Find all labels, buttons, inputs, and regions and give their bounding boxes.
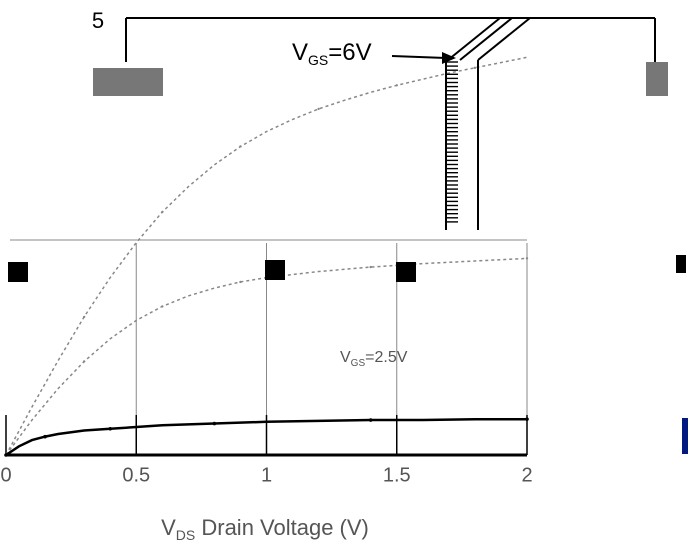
x-axis-title: VDS Drain Voltage (V) <box>161 515 369 543</box>
annotation-sub: GS <box>351 358 366 369</box>
series-point <box>82 360 86 363</box>
series-layer <box>4 17 531 457</box>
marker-block <box>396 262 416 282</box>
series-point <box>525 417 529 421</box>
series-point <box>239 280 242 284</box>
series-point <box>43 434 47 439</box>
series-point <box>212 421 217 426</box>
series-point <box>82 315 86 319</box>
legend-block-right <box>646 62 668 96</box>
series-line <box>5 417 527 457</box>
series-point <box>161 305 164 308</box>
series-point <box>161 210 164 214</box>
marker-block <box>265 260 285 280</box>
series-point <box>108 426 112 431</box>
trace-diagonal <box>459 17 513 61</box>
annotation-main: V <box>340 349 351 366</box>
annotation-arrowhead <box>442 52 456 64</box>
series-point <box>369 265 372 269</box>
marker-block <box>682 418 688 454</box>
annotation-sub: GS <box>308 52 328 68</box>
trace-diagonal <box>477 17 531 61</box>
series-point <box>473 66 477 70</box>
y-tick-label: 5 <box>92 8 104 33</box>
series-line <box>5 56 528 456</box>
x-tick-label: 2 <box>521 465 532 487</box>
x-tick-label: 1.5 <box>383 465 411 487</box>
annotation-vgs-6v: VGS=6V <box>292 39 372 68</box>
annotation-main: V <box>292 39 308 66</box>
series-point <box>317 107 320 111</box>
trace-diagonal <box>447 17 501 61</box>
series-point <box>395 84 398 87</box>
marker-block <box>8 262 28 282</box>
annotation-rest: =2.5V <box>365 349 408 366</box>
legend-block-left <box>93 68 163 96</box>
x-tick-label: 0 <box>0 465 11 487</box>
x-tick-label: 1 <box>261 465 272 487</box>
marker-block <box>676 255 686 273</box>
annotation-vgs-2-5v: VGS=2.5V <box>340 349 408 369</box>
series-point <box>368 418 373 422</box>
axes <box>6 17 688 457</box>
annotation-rest: =6V <box>328 39 371 66</box>
series-point <box>239 145 242 148</box>
x-tick-label: 0.5 <box>122 465 150 487</box>
annotation-arrow-line <box>391 55 447 59</box>
series-point <box>525 257 529 260</box>
labels: 5 VGS=6V VGS=2.5V VDS Drain Voltage (V) … <box>0 8 532 543</box>
